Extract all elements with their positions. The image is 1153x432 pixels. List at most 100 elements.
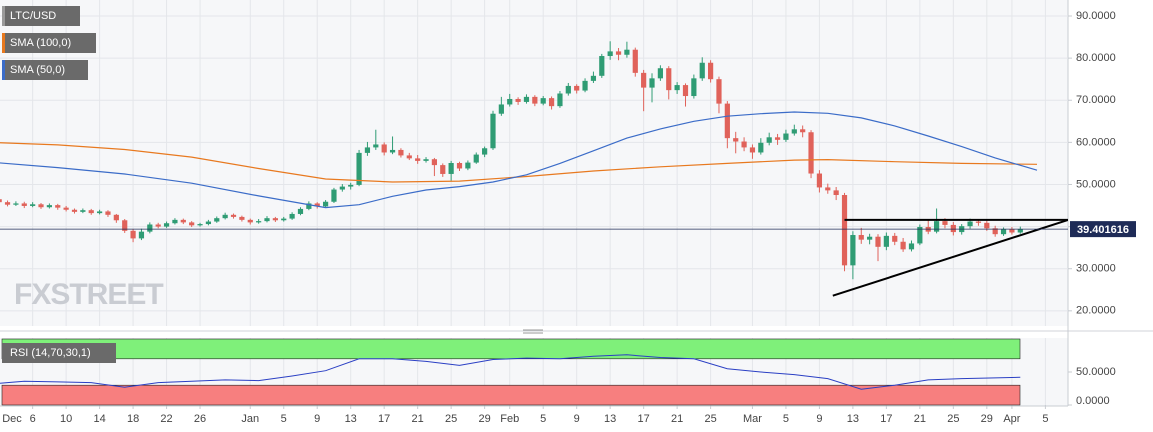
candle-body	[749, 147, 756, 153]
candle-body	[850, 235, 856, 266]
candle-body	[1009, 229, 1015, 233]
x-tick-label: 22	[160, 413, 172, 425]
candle-body	[632, 49, 638, 73]
candle-body	[984, 222, 990, 229]
rsi-lower-zone	[1, 384, 1021, 406]
candle-body	[975, 221, 982, 223]
candle-body	[415, 158, 421, 161]
candle-body	[322, 201, 329, 207]
x-tick-label: 5	[1042, 413, 1048, 425]
candle-body	[599, 56, 605, 76]
candle-body	[766, 137, 772, 143]
candle-body	[716, 79, 722, 104]
candle-body	[582, 80, 588, 91]
x-tick-label: 17	[880, 413, 892, 425]
candle-body	[657, 68, 663, 79]
candle-body	[1017, 229, 1023, 233]
candle-body	[214, 218, 220, 222]
candle-body	[532, 96, 538, 104]
candle-body	[557, 93, 563, 107]
candle-body	[38, 204, 44, 208]
candle-body	[222, 214, 228, 219]
candle-body	[649, 78, 655, 88]
candle-body	[607, 51, 613, 57]
x-tick-label: 18	[127, 413, 139, 425]
x-tick-label: 5	[540, 413, 546, 425]
legend-label: LTC/USD	[10, 10, 56, 22]
candle-body	[247, 219, 253, 223]
candle-body	[431, 159, 437, 166]
sma-line	[0, 142, 1038, 183]
x-tick-label: 17	[378, 413, 390, 425]
y-tick-label: 90.0000	[1076, 10, 1116, 22]
candle-body	[808, 132, 814, 174]
candle-body	[950, 224, 956, 233]
price-tag-label: 39.401616	[1077, 224, 1129, 236]
x-tick-label: 25	[947, 413, 959, 425]
legend-box	[2, 60, 88, 80]
x-tick-label: 29	[981, 413, 993, 425]
candle-body	[264, 218, 270, 222]
legend-label: SMA (50,0)	[10, 64, 65, 76]
price-tag: 39.401616	[1070, 221, 1136, 238]
candle-body	[590, 75, 597, 81]
candle-body	[147, 224, 153, 232]
x-tick-label: Dec	[2, 413, 22, 425]
candle-body	[4, 202, 11, 205]
candle-body	[88, 210, 94, 214]
candle-body	[339, 186, 345, 190]
candle-body	[833, 190, 839, 196]
x-tick-label: 10	[60, 413, 72, 425]
candle-body	[473, 154, 479, 163]
candle-body	[523, 96, 530, 102]
candle-body	[189, 222, 195, 226]
candle-body	[465, 162, 471, 169]
candle-body	[155, 224, 161, 227]
candle-body	[306, 203, 312, 209]
candle-body	[348, 184, 354, 187]
rsi-upper-zone	[1, 338, 1021, 360]
candle-body	[230, 214, 237, 217]
x-tick-label: 5	[281, 413, 287, 425]
candle-body	[197, 224, 203, 226]
candle-body	[172, 219, 178, 224]
y-tick-label: 80.0000	[1076, 52, 1116, 64]
candle-body	[825, 187, 831, 191]
candle-body	[180, 219, 186, 223]
candle-body	[490, 113, 496, 149]
x-tick-label: 6	[30, 413, 36, 425]
candle-body	[682, 85, 689, 97]
candle-body	[883, 235, 889, 247]
candle-body	[933, 221, 940, 232]
candle-body	[423, 159, 429, 161]
candle-body	[1000, 229, 1007, 235]
candle-body	[691, 78, 697, 97]
candle-body	[624, 49, 630, 55]
candle-body	[708, 62, 714, 80]
candle-body	[565, 85, 571, 94]
candle-body	[783, 133, 789, 140]
candle-body	[967, 221, 973, 227]
candle-body	[791, 129, 797, 134]
candle-body	[666, 68, 672, 91]
candle-body	[406, 155, 412, 159]
candle-body	[55, 205, 61, 208]
x-tick-label: 21	[914, 413, 926, 425]
candle-body	[875, 236, 881, 247]
y-tick-label: 30.0000	[1076, 263, 1116, 275]
candle-body	[113, 214, 119, 221]
y-tick-label: 20.0000	[1076, 305, 1116, 317]
x-tick-label: Apr	[1003, 413, 1020, 425]
x-tick-label: 14	[93, 413, 105, 425]
candle-body	[122, 220, 128, 231]
candle-body	[80, 210, 86, 212]
candle-body	[21, 203, 27, 206]
x-tick-label: 21	[412, 413, 424, 425]
candle-body	[239, 216, 245, 220]
candle-body	[507, 98, 513, 105]
candle-body	[71, 209, 78, 212]
candle-body	[163, 223, 170, 227]
candle-body	[389, 149, 396, 153]
x-tick-label: 13	[604, 413, 616, 425]
legend: LTC/USD SMA (100,0) SMA (50,0) RSI (14,7…	[2, 6, 116, 363]
